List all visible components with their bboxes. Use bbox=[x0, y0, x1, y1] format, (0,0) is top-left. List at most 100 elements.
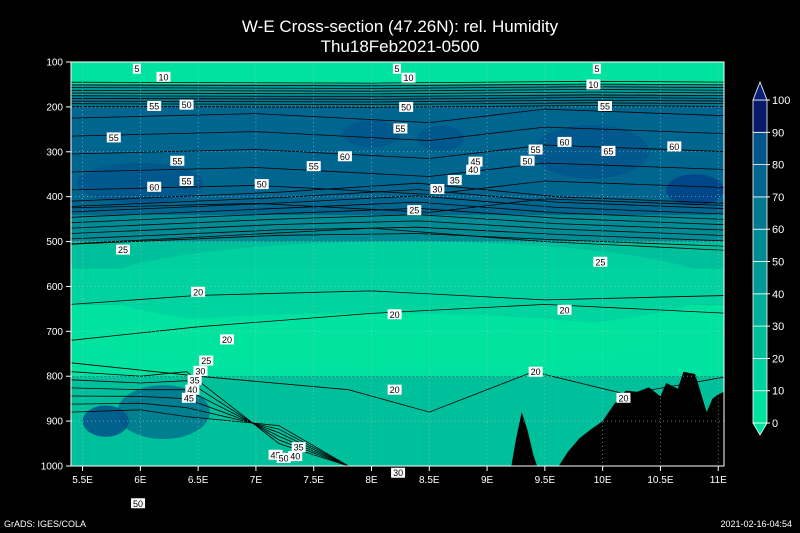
y-tick-label: 300 bbox=[46, 147, 63, 158]
contour-label: 30 bbox=[432, 185, 442, 195]
contour-line bbox=[71, 233, 724, 247]
colorbar-label: 60 bbox=[772, 224, 784, 236]
colorbar-label: 70 bbox=[772, 192, 784, 204]
contour-label: 10 bbox=[158, 72, 168, 82]
humidity-core bbox=[82, 405, 129, 437]
contour-label: 50 bbox=[257, 180, 267, 190]
contour-line bbox=[71, 402, 349, 466]
contour-label: 55 bbox=[395, 124, 405, 134]
colorbar-label: 30 bbox=[772, 321, 784, 333]
contour-label: 20 bbox=[559, 305, 569, 315]
contour-label: 55 bbox=[172, 156, 182, 166]
contour-line bbox=[71, 182, 724, 204]
colorbar-label: 20 bbox=[772, 353, 784, 365]
contour-label-bg bbox=[191, 286, 206, 297]
dry-core bbox=[82, 313, 661, 368]
contour-label-bg bbox=[586, 79, 601, 90]
plot-frame bbox=[70, 61, 725, 467]
contour-label: 30 bbox=[195, 366, 205, 376]
contour-label-bg bbox=[156, 71, 171, 82]
x-tick-label: 9E bbox=[481, 475, 494, 486]
contour-label: 50 bbox=[523, 156, 533, 166]
contour-label-bg bbox=[337, 151, 352, 162]
contour-label-bg bbox=[116, 244, 131, 255]
footer-timestamp: 2021-02-16-04:54 bbox=[720, 519, 792, 529]
contour-line bbox=[71, 83, 724, 87]
contour-line bbox=[71, 198, 724, 213]
contour-label: 55 bbox=[600, 101, 610, 111]
contour-label: 25 bbox=[201, 356, 211, 366]
colorbar: 0 10 20 30 40 50 60 70 80 90 100 bbox=[752, 80, 790, 436]
contour-label-bg bbox=[268, 449, 283, 460]
x-tick-label: 7E bbox=[250, 475, 263, 486]
contour-line bbox=[71, 105, 724, 108]
contour-label: 5 bbox=[594, 64, 599, 74]
contour-label: 40 bbox=[187, 385, 197, 395]
x-tick-label: 5.5E bbox=[72, 475, 93, 486]
x-axis: 5.5E 6E 6.5E 7E 7.5E 8E 8.5E 9E 9.5E 10E 10.5E 11E bbox=[72, 466, 727, 486]
colorbar-label: 40 bbox=[772, 289, 784, 301]
contour-line bbox=[71, 189, 724, 209]
contour-label-bg bbox=[667, 141, 682, 152]
contour-label: 50 bbox=[182, 100, 192, 110]
contour-label: 50 bbox=[401, 102, 411, 112]
contour-label-bg bbox=[597, 100, 612, 111]
contour-label: 55 bbox=[149, 101, 159, 111]
contour-label-bg bbox=[468, 156, 483, 167]
contour-label: 60 bbox=[559, 137, 569, 147]
y-tick-label: 800 bbox=[46, 372, 63, 383]
contour-label-bg bbox=[407, 205, 422, 216]
contour-label: 50 bbox=[279, 453, 289, 463]
contour-label: 55 bbox=[109, 133, 119, 143]
contour-line bbox=[71, 226, 724, 242]
contour-label: 60 bbox=[669, 142, 679, 152]
contour-label-bg bbox=[306, 161, 321, 172]
colorbar-segment bbox=[752, 228, 768, 262]
y-tick-label: 600 bbox=[46, 282, 63, 293]
contour-label: 20 bbox=[390, 385, 400, 395]
chart-subtitle: Thu18Feb2021-0500 bbox=[320, 37, 480, 56]
contour-label-bg bbox=[528, 144, 543, 155]
contour-label-bg bbox=[520, 155, 535, 166]
x-tick-label: 6.5E bbox=[188, 475, 209, 486]
humidity-core bbox=[342, 120, 401, 148]
contour-line bbox=[71, 97, 724, 100]
colorbar-segment bbox=[752, 357, 768, 392]
contour-label-bg bbox=[392, 63, 401, 74]
contour-label-bg bbox=[179, 175, 194, 186]
contour-label-bg bbox=[557, 136, 572, 147]
contour-label: 55 bbox=[309, 162, 319, 172]
contour-label-bg bbox=[447, 175, 462, 186]
contour-label-bg bbox=[185, 384, 200, 395]
colorbar-label: 80 bbox=[772, 160, 784, 172]
contour-line bbox=[71, 102, 724, 106]
contour-label-bg bbox=[288, 451, 303, 462]
footer-credit: GrADS: IGES/COLA bbox=[4, 519, 87, 529]
contour-label: 20 bbox=[618, 393, 628, 403]
contour-label: 20 bbox=[222, 335, 232, 345]
contour-line bbox=[71, 220, 724, 236]
colorbar-label: 50 bbox=[772, 257, 784, 269]
contour-label: 65 bbox=[603, 146, 613, 156]
y-tick-label: 900 bbox=[46, 417, 63, 428]
contour-line bbox=[71, 94, 724, 98]
contour-label-bg bbox=[276, 452, 291, 463]
contour-label: 35 bbox=[450, 176, 460, 186]
contour-label: 25 bbox=[118, 245, 128, 255]
contour-label-bg bbox=[391, 467, 406, 478]
colorbar-label: 90 bbox=[772, 127, 784, 139]
colorbar-segment bbox=[752, 261, 768, 295]
contour-line bbox=[71, 227, 724, 251]
contour-label: 40 bbox=[468, 165, 478, 175]
contour-label-bg bbox=[401, 72, 416, 83]
humidity-core bbox=[666, 174, 724, 206]
contour-label-bg bbox=[557, 304, 572, 315]
contour-label: 20 bbox=[531, 367, 541, 377]
contour-label-bg bbox=[601, 145, 616, 156]
contour-line bbox=[71, 91, 724, 95]
colorbar-segment bbox=[752, 390, 768, 424]
contour-label: 25 bbox=[595, 257, 605, 267]
x-tick-label: 8E bbox=[365, 475, 378, 486]
contour-label-bg bbox=[291, 442, 306, 453]
